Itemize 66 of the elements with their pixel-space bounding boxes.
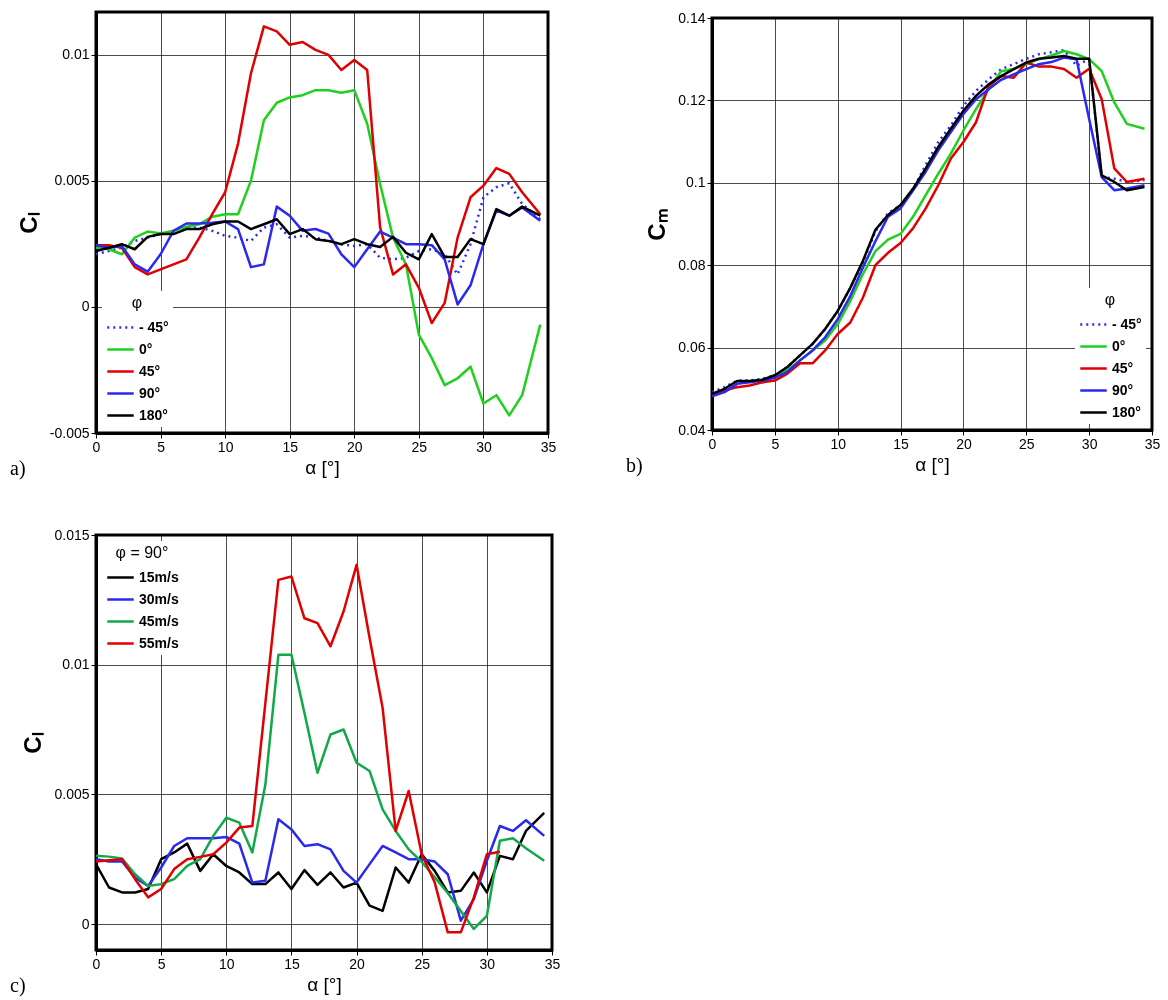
y-tick-label: 0.08: [678, 256, 706, 273]
text: c): [10, 974, 26, 997]
line-series: [96, 563, 502, 934]
x-tick-label: 10: [217, 438, 234, 455]
y-tick-label: 0: [81, 915, 90, 932]
x-tick-label: 35: [540, 438, 557, 455]
x-tick-label: 20: [956, 435, 972, 452]
x-axis-title: α [°]: [307, 973, 342, 995]
x-tick-label: 25: [414, 955, 431, 972]
legend-label: 0°: [139, 340, 153, 357]
legend-label: 30m/s: [139, 590, 179, 607]
text: a): [10, 457, 26, 480]
x-tick-label: 35: [544, 955, 561, 972]
legend-label: 45°: [1112, 359, 1134, 376]
legend-label: 180°: [1112, 403, 1141, 420]
legend-label: - 45°: [139, 318, 169, 335]
text: b): [626, 454, 643, 477]
y-axis-title: Cₗ: [19, 732, 47, 754]
legend-label: 90°: [1112, 381, 1134, 398]
y-axis-title: Cₘ: [643, 208, 671, 241]
x-tick-label: 15: [284, 955, 300, 972]
x-tick-label: 5: [771, 435, 780, 452]
legend-label: 15m/s: [139, 568, 179, 585]
y-tick-label: 0.04: [678, 421, 706, 438]
y-axis-title: Cₗ: [14, 212, 42, 234]
x-tick-label: 20: [349, 955, 366, 972]
x-tick-label: 15: [282, 438, 299, 455]
legend-label: 0°: [1112, 337, 1126, 354]
y-tick-label: 0.1: [686, 174, 706, 191]
x-tick-label: 10: [219, 955, 235, 972]
legend-label: 45m/s: [139, 612, 179, 629]
x-tick-label: 20: [347, 438, 363, 455]
legend-title: φ = 90°: [115, 544, 169, 561]
x-tick-label: 15: [893, 435, 910, 452]
x-tick-label: 30: [476, 438, 492, 455]
x-tick-label: 25: [1019, 435, 1035, 452]
y-tick-label: 0.14: [678, 9, 706, 26]
x-axis-title: α [°]: [305, 456, 340, 478]
x-tick-label: 10: [830, 435, 847, 452]
y-tick-label: 0.01: [62, 46, 90, 63]
legend-label: 45°: [139, 362, 161, 379]
y-tick-label: 0: [81, 298, 90, 315]
legend-label: 90°: [139, 384, 161, 401]
x-axis-title: α [°]: [915, 453, 950, 475]
y-tick-label: 0.06: [678, 339, 706, 356]
x-tick-label: 0: [92, 955, 101, 972]
legend-label: - 45°: [1112, 315, 1142, 332]
x-tick-label: 0: [92, 438, 101, 455]
line-series: [96, 653, 546, 931]
x-tick-label: 25: [411, 438, 428, 455]
y-tick-label: 0.005: [54, 785, 90, 802]
y-tick-label: 0.01: [62, 656, 90, 673]
x-tick-label: 0: [708, 435, 717, 452]
y-tick-label: 0.12: [678, 91, 706, 108]
y-tick-label: 0.015: [54, 526, 90, 543]
legend-title: φ: [1104, 291, 1116, 308]
x-tick-label: 35: [1144, 435, 1161, 452]
x-tick-label: 5: [157, 955, 166, 972]
x-tick-label: 5: [157, 438, 166, 455]
legend-title: φ: [131, 294, 143, 311]
y-tick-label: -0.005: [49, 424, 90, 441]
legend-label: 55m/s: [139, 634, 179, 651]
x-tick-label: 30: [1081, 435, 1098, 452]
x-tick-label: 30: [479, 955, 496, 972]
y-tick-label: 0.005: [54, 172, 90, 189]
legend-label: 180°: [139, 406, 168, 423]
